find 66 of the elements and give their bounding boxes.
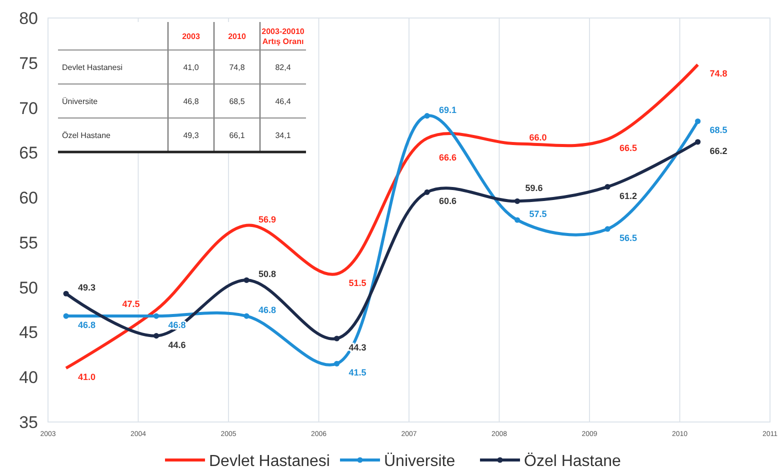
y-tick-label: 60 — [19, 188, 38, 208]
point — [154, 313, 160, 319]
data-label: 66.6 — [439, 152, 457, 162]
data-label: 66.0 — [529, 132, 547, 143]
y-tick-label: 35 — [19, 413, 38, 432]
annotation: 82,4 — [275, 63, 292, 72]
data-label: 60.6 — [439, 196, 457, 206]
point — [244, 277, 250, 283]
point — [604, 184, 610, 190]
point — [63, 313, 69, 319]
data-label: 66.2 — [710, 146, 728, 156]
data-label: 49.3 — [78, 282, 96, 293]
annotation: Devlet Hastanesi — [62, 63, 123, 72]
data-label: 46.8 — [78, 320, 96, 330]
point — [695, 139, 701, 145]
legend-label: Devlet Hastanesi — [209, 453, 330, 470]
point — [695, 118, 701, 124]
point — [514, 198, 520, 204]
annotation: 68,5 — [229, 97, 246, 106]
annotation: 74,8 — [229, 63, 246, 72]
annotation: 46,8 — [183, 97, 200, 106]
legend-label: Özel Hastane — [524, 452, 622, 470]
annotation: 2010 — [228, 32, 246, 41]
data-label: 41.5 — [348, 368, 366, 378]
y-tick-label: 65 — [19, 144, 38, 163]
data-label: 56.9 — [258, 214, 276, 224]
point — [424, 189, 430, 195]
data-label: 44.6 — [168, 340, 186, 350]
data-label: 66.5 — [620, 143, 638, 154]
data-label: 69.1 — [439, 104, 457, 115]
point — [244, 313, 250, 319]
data-label: 47.5 — [122, 298, 140, 309]
point — [424, 113, 430, 119]
y-tick-label: 45 — [19, 323, 38, 342]
annotation: 49,3 — [183, 131, 200, 140]
data-label: 68.5 — [710, 125, 728, 136]
annotation: Özel Hastane — [62, 131, 112, 140]
annotation: 2003-20010 Artış Oranı — [262, 27, 305, 46]
point — [514, 217, 520, 223]
point — [63, 290, 69, 296]
data-label: 41.0 — [78, 372, 96, 382]
data-label: 51.5 — [348, 278, 366, 288]
annotation: 66,1 — [229, 131, 246, 140]
annotation: 34,1 — [275, 131, 292, 140]
annotation: 2003 — [182, 32, 200, 41]
data-label: 56.5 — [620, 232, 638, 243]
y-tick-label: 55 — [19, 233, 38, 252]
data-label: 46.8 — [258, 305, 276, 316]
y-tick-label: 75 — [19, 54, 38, 73]
data-label: 61.2 — [620, 190, 638, 201]
data-label: 74.8 — [710, 68, 728, 79]
data-label: 59.6 — [525, 183, 543, 194]
point — [334, 336, 340, 342]
point — [154, 333, 160, 339]
y-tick-label: 40 — [19, 368, 38, 388]
annotation: 41,0 — [183, 63, 200, 72]
data-label: 57.5 — [529, 209, 547, 219]
annotation: 46,4 — [275, 97, 292, 106]
point — [334, 360, 340, 366]
y-tick-label: 70 — [19, 98, 38, 118]
annotation: Üniversite — [62, 97, 98, 106]
y-tick-label: 50 — [19, 278, 38, 298]
legend-label: Üniversite — [384, 452, 456, 470]
data-label: 50.8 — [258, 269, 276, 280]
point — [604, 226, 610, 232]
y-tick-label: 80 — [19, 9, 38, 28]
